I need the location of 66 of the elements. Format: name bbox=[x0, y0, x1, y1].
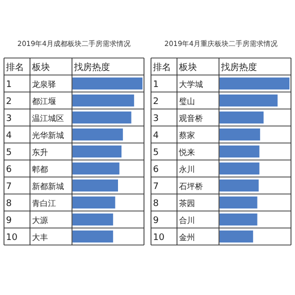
bar bbox=[72, 180, 118, 192]
y-tick-label: 悦来 bbox=[178, 148, 195, 157]
text: 10 bbox=[6, 233, 18, 243]
text: 板块 bbox=[31, 62, 50, 73]
y-tick-label: 都江堰 bbox=[32, 97, 56, 106]
y-tick-label: 大学城 bbox=[179, 80, 203, 89]
y-tick-label: 大丰 bbox=[32, 233, 48, 242]
y-tick-label: 大源 bbox=[32, 216, 48, 225]
bar bbox=[220, 180, 259, 192]
annotation: 找房热度 bbox=[73, 62, 110, 73]
bar bbox=[72, 94, 134, 106]
bar bbox=[72, 196, 116, 208]
y-tick-label: 龙泉驿 bbox=[32, 80, 56, 89]
y-tick-label: 合川 bbox=[179, 216, 195, 225]
y-tick-label: 郫都 bbox=[32, 165, 48, 174]
y-tick-label: 青白江 bbox=[32, 199, 56, 208]
text: 排名 bbox=[153, 62, 171, 73]
y-tick-label: 蔡家 bbox=[179, 131, 195, 140]
y-tick-label: 新都新城 bbox=[32, 182, 64, 191]
text: 2 bbox=[153, 97, 159, 107]
text: 3 bbox=[6, 114, 12, 124]
bar bbox=[72, 146, 122, 158]
bar bbox=[72, 128, 123, 140]
text: 9 bbox=[6, 216, 12, 226]
text: 4 bbox=[153, 131, 159, 141]
text: 3 bbox=[153, 114, 159, 124]
y-tick-label: 东升 bbox=[32, 148, 48, 157]
text: 10 bbox=[153, 233, 165, 243]
text: 5 bbox=[6, 148, 12, 158]
text: 1 bbox=[153, 80, 159, 90]
y-tick-label: 光华新城 bbox=[32, 131, 64, 140]
y-tick-label: 茶园 bbox=[179, 199, 195, 208]
bar bbox=[72, 162, 120, 174]
bar bbox=[220, 94, 278, 106]
bar bbox=[220, 214, 258, 226]
text: 6 bbox=[6, 165, 12, 175]
text: 9 bbox=[153, 216, 159, 226]
bar bbox=[72, 78, 142, 90]
y-tick-label: 璧山 bbox=[179, 97, 195, 106]
bar bbox=[220, 162, 260, 174]
bar bbox=[220, 196, 258, 208]
bar bbox=[220, 78, 290, 90]
bar bbox=[72, 112, 132, 124]
text: 7 bbox=[153, 182, 159, 192]
text: 1 bbox=[6, 80, 12, 90]
bar bbox=[72, 214, 114, 226]
bar bbox=[220, 146, 260, 158]
y-tick-label: 观音桥 bbox=[179, 114, 203, 123]
text: 板块 bbox=[178, 62, 197, 73]
text: 6 bbox=[153, 165, 159, 175]
text: 8 bbox=[153, 199, 159, 209]
bar bbox=[72, 230, 114, 242]
bar bbox=[220, 112, 264, 124]
bar bbox=[220, 230, 254, 242]
text: 4 bbox=[6, 131, 12, 141]
bar bbox=[220, 128, 260, 140]
annotation: 找房热度 bbox=[220, 62, 257, 73]
y-tick-label: 石坪桥 bbox=[179, 182, 203, 191]
text: 5 bbox=[153, 148, 159, 158]
text: 2 bbox=[6, 97, 12, 107]
text: 7 bbox=[6, 182, 12, 192]
y-tick-label: 温江城区 bbox=[32, 114, 64, 123]
text: 排名 bbox=[6, 62, 24, 73]
y-tick-label: 金州 bbox=[179, 233, 195, 242]
y-tick-label: 永川 bbox=[179, 165, 195, 174]
text: 8 bbox=[6, 199, 12, 209]
